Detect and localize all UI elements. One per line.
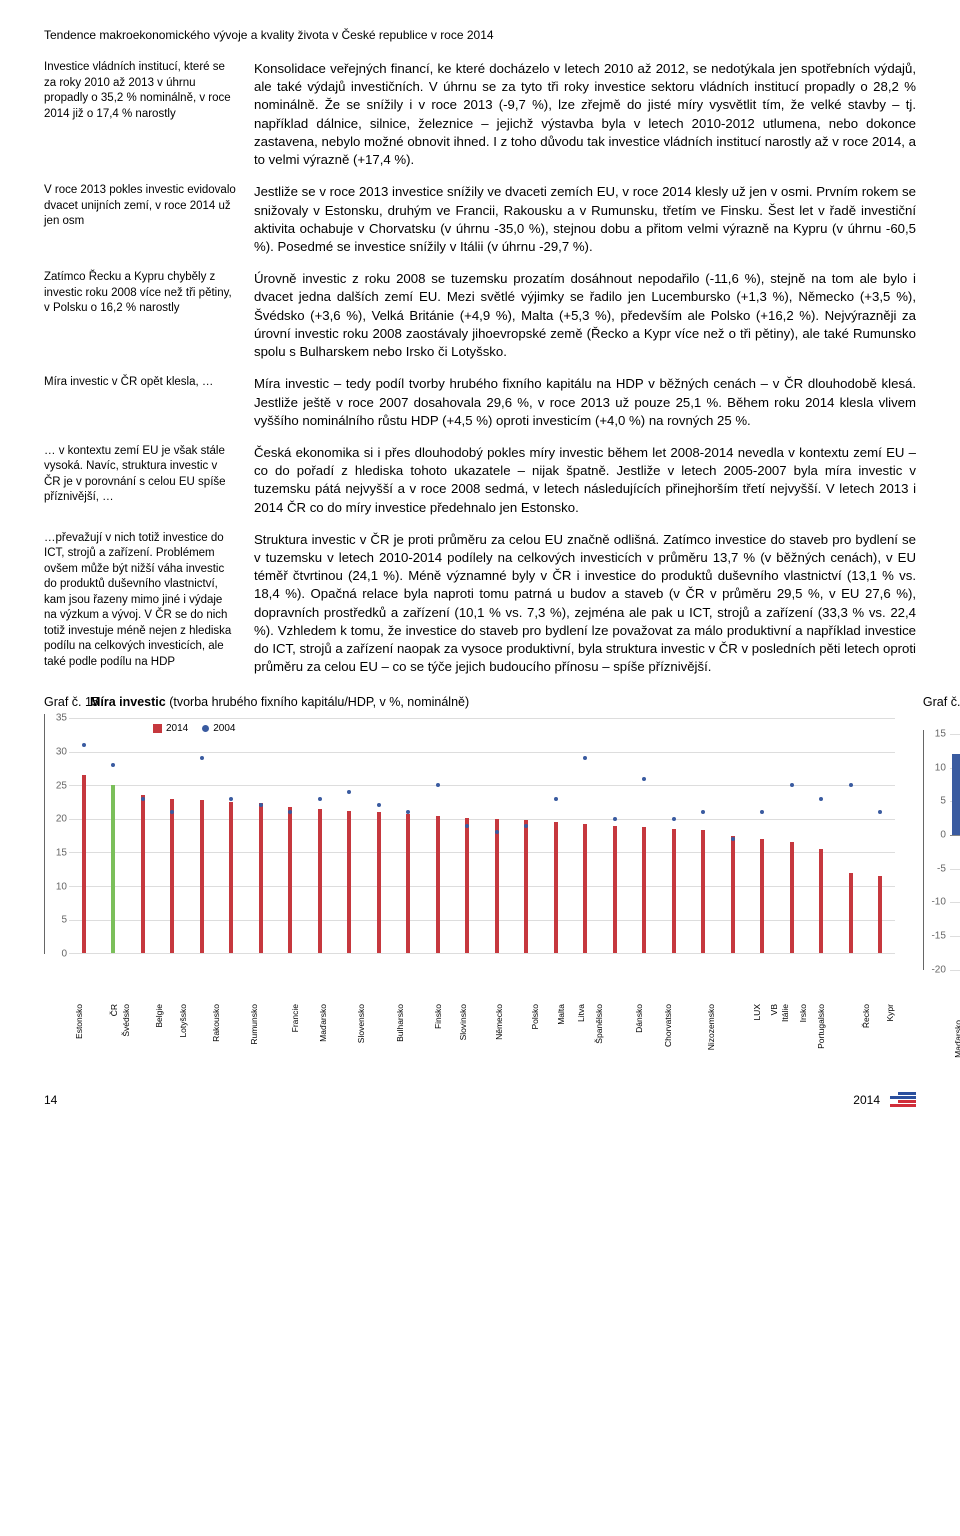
side-note: Zatímco Řecku a Kypru chyběly z investic…: [44, 270, 236, 361]
body-paragraph: Česká ekonomika si i přes dlouhodobý pok…: [254, 444, 916, 517]
logo-icon: [890, 1092, 916, 1108]
side-note: V roce 2013 pokles investic evidovalo dv…: [44, 183, 236, 256]
page-footer: 14 2014: [0, 1092, 960, 1124]
chart-15: Graf č. 15 Míra investic (tvorba hrubého…: [44, 695, 897, 1042]
chart15-num: Graf č. 15: [44, 695, 84, 711]
side-note: …převažují v nich totiž investice do ICT…: [44, 531, 236, 677]
chart15-title: Míra investic (tvorba hrubého fixního ka…: [90, 695, 897, 711]
body-paragraph: Jestliže se v roce 2013 investice snížil…: [254, 183, 916, 256]
side-note: Investice vládních institucí, které se z…: [44, 60, 236, 169]
side-note: … v kontextu zemí EU je však stále vysok…: [44, 444, 236, 517]
body-paragraph: Míra investic – tedy podíl tvorby hrubéh…: [254, 375, 916, 430]
chart16-num: Graf č. 16: [923, 695, 960, 726]
footer-year: 2014: [853, 1093, 880, 1107]
running-head: Tendence makroekonomického vývoje a kval…: [44, 28, 916, 42]
chart-16: Graf č. 16 Tvorba hrubého fixního kapitá…: [923, 695, 960, 1042]
body-paragraph: Struktura investic v ČR je proti průměru…: [254, 531, 916, 677]
page-number: 14: [44, 1093, 57, 1107]
body-paragraph: Úrovně investic z roku 2008 se tuzemsku …: [254, 270, 916, 361]
body-paragraph: Konsolidace veřejných financí, ke které …: [254, 60, 916, 169]
side-note: Míra investic v ČR opět klesla, …: [44, 375, 236, 430]
